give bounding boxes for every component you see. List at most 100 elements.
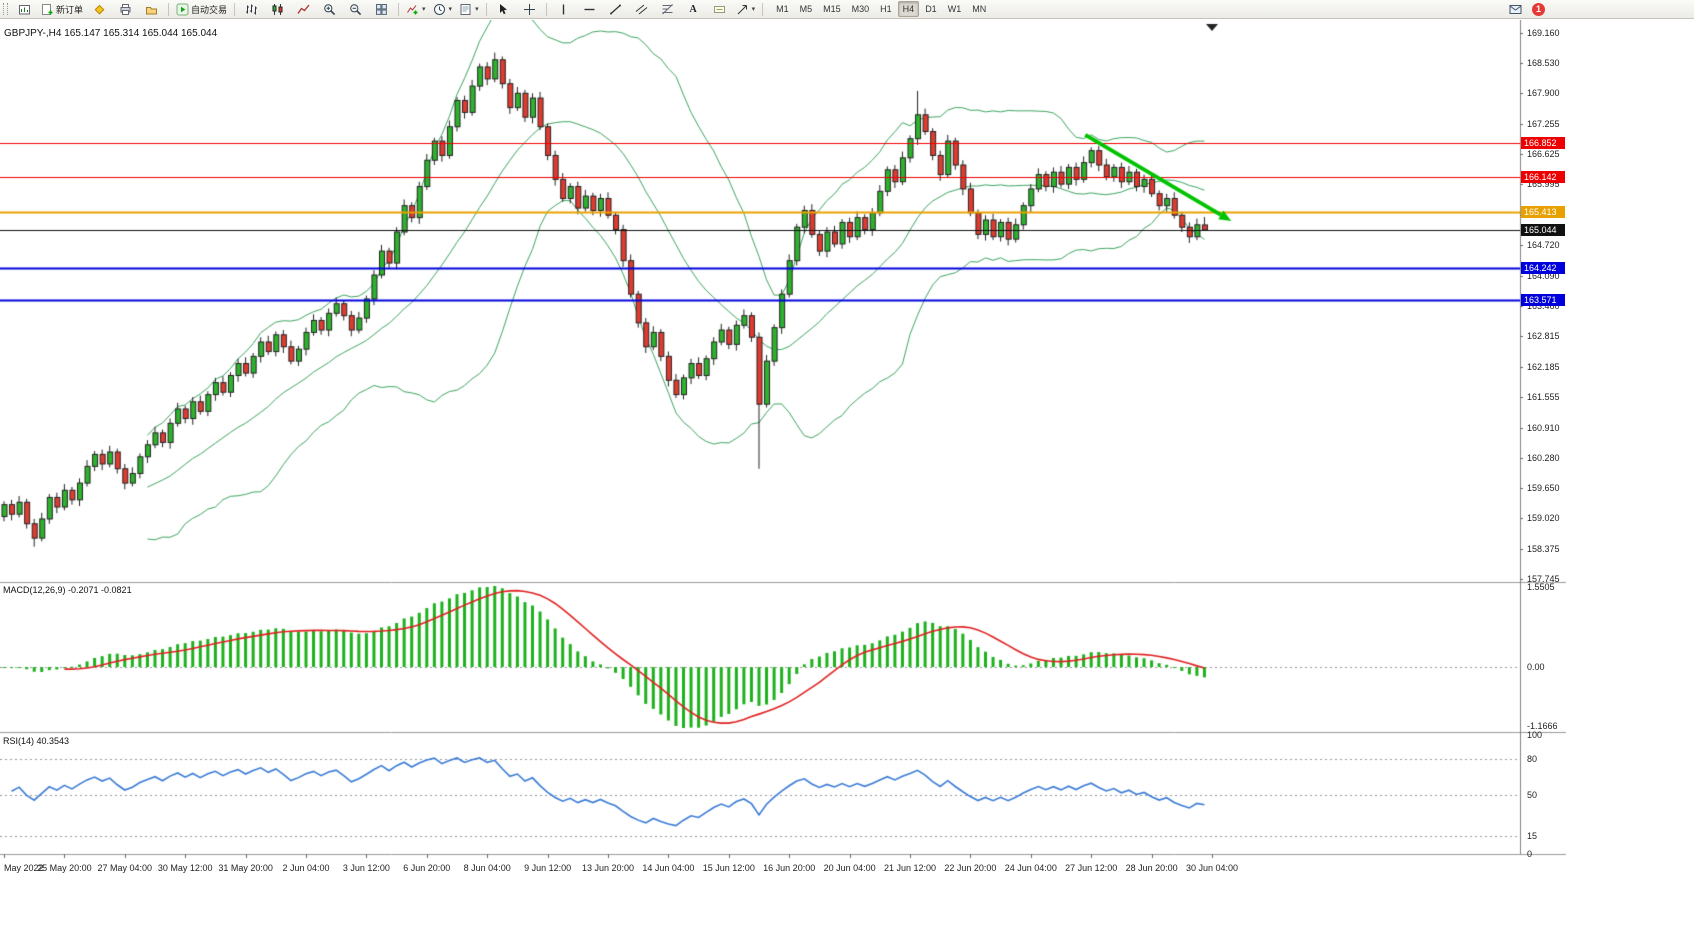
timeframe-H4[interactable]: H4 — [897, 1, 920, 17]
vertical-line-icon — [557, 3, 570, 16]
mailbox-button[interactable] — [1503, 0, 1528, 19]
chart-symbol-title: GBPJPY-,H4 165.147 165.314 165.044 165.0… — [4, 28, 218, 39]
templates-button[interactable]: ▾ — [456, 0, 482, 19]
time-axis-label: 28 Jun 20:00 — [1125, 863, 1178, 873]
fibonacci-button[interactable] — [655, 0, 680, 19]
time-axis-label: 27 Jun 12:00 — [1065, 863, 1118, 873]
rsi-scale-label: 15 — [1527, 831, 1538, 842]
zoom-in-button[interactable] — [317, 0, 342, 19]
price-scale-label: 167.255 — [1527, 119, 1560, 130]
rsi-scale-label: 0 — [1527, 849, 1533, 859]
time-axis-label: 8 Jun 04:00 — [463, 863, 511, 873]
macd-scale-label: -1.1666 — [1527, 721, 1558, 731]
new-order-button[interactable]: 新订单 — [38, 0, 86, 19]
profiles-button[interactable] — [139, 0, 164, 19]
mail-icon — [1509, 3, 1522, 16]
price-scale-label: 160.280 — [1527, 452, 1560, 463]
autotrading-button[interactable]: 自动交易 — [173, 0, 230, 19]
toolbar-grip[interactable] — [3, 3, 8, 15]
text-label-button[interactable] — [707, 0, 732, 19]
time-axis-label: 27 May 04:00 — [97, 863, 153, 873]
time-axis-label: 21 Jun 12:00 — [883, 863, 937, 873]
timeframe-M30[interactable]: M30 — [851, 4, 870, 14]
printer-icon — [119, 3, 132, 16]
text-label-icon — [713, 3, 726, 16]
price-scale-label: 161.555 — [1527, 391, 1560, 402]
price-tag-165.044[interactable]: 165.044 — [1521, 224, 1565, 236]
timeframe-group: M1 M5 M15 M30 H1 H4 D1 W1 MN — [771, 1, 991, 17]
new-chart-icon — [18, 3, 31, 16]
timeframe-M5[interactable]: M5 — [799, 4, 813, 14]
rsi-scale-label: 50 — [1527, 789, 1538, 800]
horizontal-line-icon — [583, 3, 596, 16]
toolbar-separator — [545, 2, 547, 16]
price-scale-label: 157.745 — [1527, 574, 1560, 584]
price-scale-label: 167.900 — [1527, 88, 1560, 99]
macd-scale-label: 1.5505 — [1527, 582, 1555, 592]
periods-button[interactable]: ▾ — [430, 0, 456, 19]
channel-button[interactable] — [629, 0, 654, 19]
time-axis-label: 3 Jun 12:00 — [342, 863, 390, 873]
chevron-down-icon: ▾ — [475, 6, 479, 13]
timeframe-W1[interactable]: W1 — [947, 4, 962, 14]
price-scale-label: 158.375 — [1527, 543, 1560, 554]
time-axis-label: 30 Jun 04:00 — [1185, 863, 1239, 873]
price-scale-label: 164.720 — [1527, 240, 1560, 251]
time-axis-label: 15 Jun 12:00 — [702, 863, 755, 873]
new-order-label: 新订单 — [56, 4, 84, 15]
shapes-button[interactable]: ▾ — [733, 0, 759, 19]
price-tag-166.142[interactable]: 166.142 — [1521, 171, 1565, 183]
time-axis-label: 6 Jun 20:00 — [403, 863, 451, 873]
timeframe-M1[interactable]: M1 — [776, 4, 789, 14]
trendline-icon — [609, 3, 622, 16]
print-button[interactable] — [113, 0, 138, 19]
autotrading-label: 自动交易 — [191, 4, 228, 15]
price-tag-164.242[interactable]: 164.242 — [1521, 262, 1565, 274]
timeframe-H1[interactable]: H1 — [880, 4, 892, 14]
time-axis-label: 24 Jun 04:00 — [1004, 863, 1057, 873]
crosshair-icon — [523, 3, 536, 16]
time-axis-label: 13 Jun 20:00 — [581, 863, 635, 873]
channel-icon — [635, 3, 648, 16]
horizontal-line-button[interactable] — [577, 0, 602, 19]
line-chart-button[interactable] — [291, 0, 316, 19]
candlestick-icon — [271, 3, 284, 16]
price-scale-label: 162.815 — [1527, 331, 1560, 342]
fibonacci-icon — [661, 3, 674, 16]
time-axis-label: 22 Jun 20:00 — [944, 863, 997, 873]
time-axis-label: 14 Jun 04:00 — [642, 863, 695, 873]
cursor-button[interactable] — [491, 0, 516, 19]
toolbar-separator — [168, 2, 170, 16]
price-tag-163.571[interactable]: 163.571 — [1521, 294, 1565, 306]
timeframe-MN[interactable]: MN — [972, 4, 987, 14]
price-scale-label: 169.160 — [1527, 28, 1560, 38]
timeframe-M15[interactable]: M15 — [823, 4, 841, 14]
zoom-out-button[interactable] — [343, 0, 368, 19]
price-tag-166.852[interactable]: 166.852 — [1521, 137, 1565, 149]
chevron-down-icon: ▾ — [751, 6, 756, 13]
vertical-line-button[interactable] — [551, 0, 576, 19]
price-tag-165.413[interactable]: 165.413 — [1521, 206, 1565, 218]
time-axis-label: 9 Jun 12:00 — [524, 863, 572, 873]
toolbar-separator — [234, 2, 236, 16]
tile-windows-button[interactable] — [369, 0, 394, 19]
new-order-icon — [41, 3, 54, 16]
autotrading-play-icon — [176, 3, 189, 16]
folder-icon — [145, 3, 158, 16]
line-chart-icon — [297, 3, 310, 16]
main-toolbar: 新订单 自动交易 ▾ ▾ ▾ A ▾ — [0, 0, 1694, 19]
candlestick-chart-button[interactable] — [265, 0, 290, 19]
notification-badge[interactable]: 1 — [1532, 2, 1545, 16]
community-button[interactable] — [87, 0, 112, 19]
text-button[interactable]: A — [681, 0, 706, 19]
indicators-button[interactable]: ▾ — [403, 0, 429, 19]
new-chart-button[interactable] — [12, 0, 37, 19]
bar-chart-button[interactable] — [239, 0, 264, 19]
ohlc-bars-icon — [245, 3, 258, 16]
crosshair-button[interactable] — [517, 0, 542, 19]
trendline-button[interactable] — [603, 0, 628, 19]
chart-canvas[interactable] — [0, 20, 1566, 882]
timeframe-D1[interactable]: D1 — [925, 4, 937, 14]
chart-area: GBPJPY-,H4 165.147 165.314 165.044 165.0… — [0, 20, 1694, 941]
